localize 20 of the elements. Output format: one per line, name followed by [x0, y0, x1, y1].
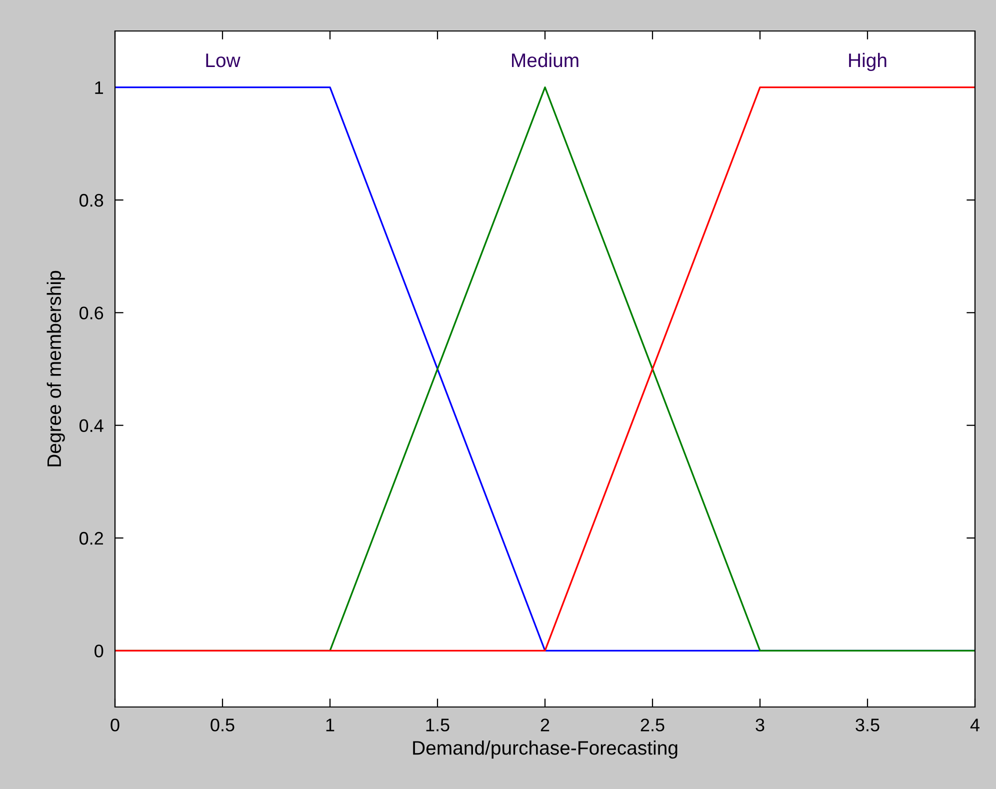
x-tick-label: 0 — [110, 718, 120, 732]
x-axis-title: Demand/purchase-Forecasting — [413, 740, 678, 759]
y-axis-title: Degree of membership — [46, 270, 65, 466]
series-label: Low — [206, 54, 240, 68]
series-label: Medium — [512, 52, 578, 68]
x-tick-label: 1.5 — [426, 718, 450, 732]
x-tick-label: 4 — [970, 718, 980, 732]
x-tick-label: 3.5 — [856, 718, 880, 732]
series-label: High — [849, 52, 886, 72]
y-tick-label: 1 — [95, 81, 104, 94]
x-tick-label: 2.5 — [640, 718, 664, 732]
x-tick-label: 0.5 — [210, 718, 234, 732]
y-tick-label: 0.4 — [79, 419, 104, 432]
x-tick-label: 3 — [756, 718, 764, 732]
y-tick-label: 0 — [94, 644, 104, 658]
y-tick-label: 0.6 — [79, 306, 104, 320]
x-tick-label: 2 — [540, 718, 550, 732]
y-tick-label: 0.8 — [79, 194, 104, 207]
y-tick-label: 0.2 — [79, 532, 103, 545]
x-tick-label: 1 — [326, 718, 334, 732]
